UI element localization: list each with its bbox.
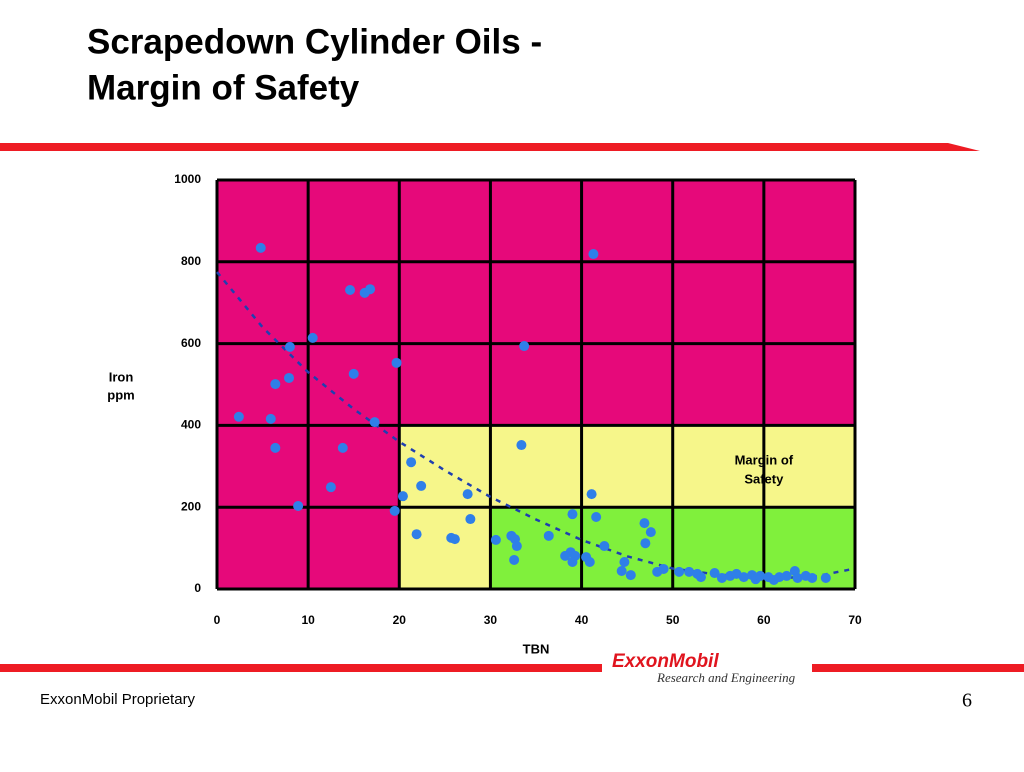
x-axis-label: TBN [523, 641, 550, 656]
x-tick-label: 30 [484, 613, 498, 627]
y-axis-label: Iron [109, 369, 134, 384]
slide-title: Margin of Safety [87, 68, 360, 107]
x-tick-label: 50 [666, 613, 680, 627]
data-point [639, 518, 650, 529]
data-point [345, 285, 356, 296]
data-point [616, 566, 627, 577]
data-point [625, 570, 636, 581]
data-point [511, 541, 522, 552]
data-point [543, 530, 554, 541]
data-point [560, 550, 571, 561]
red-rule [0, 664, 1024, 672]
data-point [233, 411, 244, 422]
data-point [567, 509, 578, 520]
data-point [599, 541, 610, 552]
slide-title: Scrapedown Cylinder Oils - [87, 22, 542, 61]
data-point [738, 572, 749, 583]
data-point [586, 489, 597, 500]
x-tick-label: 70 [848, 613, 862, 627]
data-point [684, 566, 695, 577]
data-point [674, 566, 685, 577]
data-point [519, 341, 530, 352]
data-point [449, 534, 460, 545]
data-point [255, 242, 266, 253]
data-point [465, 514, 476, 525]
data-point [588, 249, 599, 260]
red-rule [0, 143, 980, 151]
annotation: Margin of [735, 452, 794, 467]
data-point [591, 512, 602, 523]
data-point [695, 572, 706, 583]
data-point [389, 505, 400, 516]
data-point [391, 357, 402, 368]
data-point [619, 557, 630, 568]
data-point [584, 557, 595, 568]
data-point [709, 568, 720, 579]
data-point [462, 489, 473, 500]
logo-division: Research and Engineering [656, 670, 796, 685]
y-tick-label: 800 [181, 254, 201, 268]
x-tick-label: 60 [757, 613, 771, 627]
y-tick-label: 1000 [174, 172, 201, 186]
data-point [645, 527, 656, 538]
data-point [284, 341, 295, 352]
data-point [781, 570, 792, 581]
data-point [270, 379, 281, 390]
y-tick-label: 0 [194, 581, 201, 595]
data-point [658, 563, 669, 574]
y-tick-label: 400 [181, 418, 201, 432]
data-point [397, 491, 408, 502]
data-point [411, 529, 422, 540]
footer-text: ExxonMobil Proprietary [40, 691, 196, 708]
data-point [270, 442, 281, 453]
data-point [265, 413, 276, 424]
data-point [416, 480, 427, 491]
data-point [325, 482, 336, 493]
data-point [307, 332, 318, 343]
data-point [807, 572, 818, 583]
data-point [509, 554, 520, 565]
data-point [516, 440, 527, 451]
data-point [490, 534, 501, 545]
y-tick-label: 200 [181, 499, 201, 513]
data-point [716, 572, 727, 583]
data-point [284, 372, 295, 383]
x-tick-label: 10 [301, 613, 315, 627]
data-point [820, 572, 831, 583]
data-point [365, 284, 376, 295]
logo-backdrop [602, 648, 812, 690]
x-tick-label: 40 [575, 613, 589, 627]
data-point [348, 368, 359, 379]
data-point [567, 557, 578, 568]
x-tick-label: 0 [214, 613, 221, 627]
x-tick-label: 20 [393, 613, 407, 627]
logo-name: ExxonMobil [612, 651, 719, 672]
data-point [755, 570, 766, 581]
y-axis-label: ppm [107, 387, 134, 402]
data-point [369, 417, 380, 428]
data-point [640, 538, 651, 549]
data-point [792, 572, 803, 583]
data-point [293, 500, 304, 511]
page-number: 6 [962, 690, 972, 712]
data-point [337, 442, 348, 453]
annotation: Safety [744, 471, 784, 486]
y-tick-label: 600 [181, 336, 201, 350]
data-point [406, 457, 417, 468]
